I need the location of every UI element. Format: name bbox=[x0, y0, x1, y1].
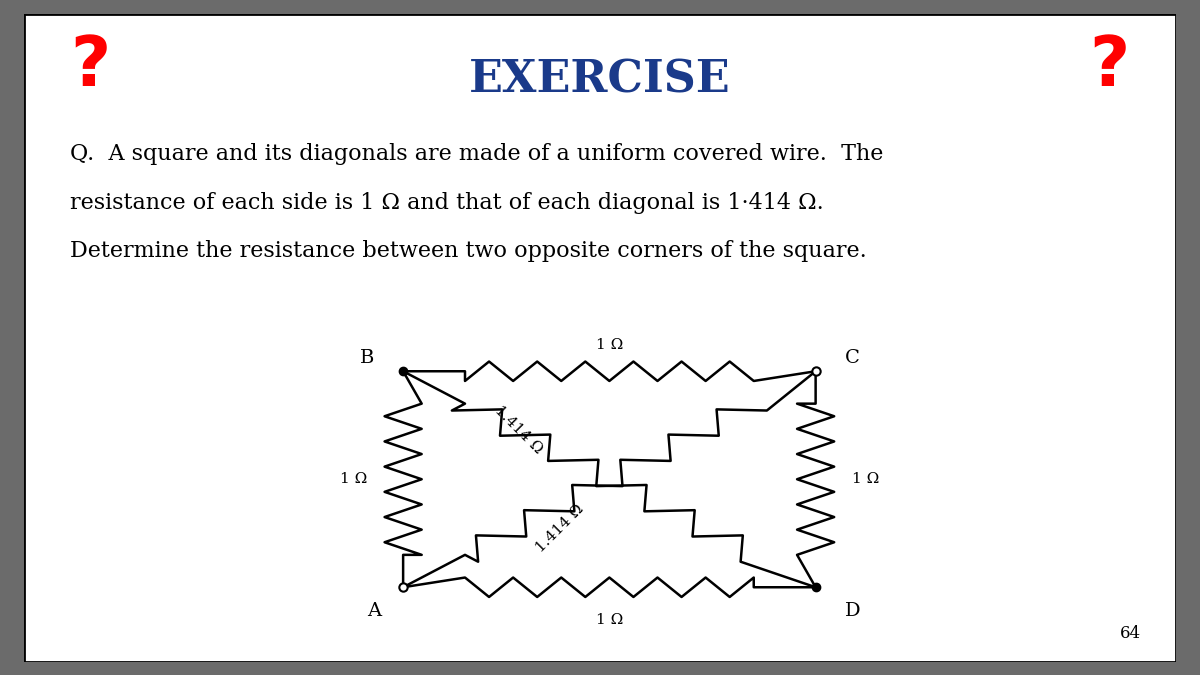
Text: Determine the resistance between two opposite corners of the square.: Determine the resistance between two opp… bbox=[70, 240, 866, 263]
Text: ?: ? bbox=[70, 33, 110, 100]
Text: 64: 64 bbox=[1121, 625, 1141, 642]
Text: Q.  A square and its diagonals are made of a uniform covered wire.  The: Q. A square and its diagonals are made o… bbox=[70, 143, 883, 165]
Text: 1.414 Ω: 1.414 Ω bbox=[492, 403, 545, 456]
Text: resistance of each side is 1 Ω and that of each diagonal is 1·414 Ω.: resistance of each side is 1 Ω and that … bbox=[70, 192, 824, 214]
Text: C: C bbox=[845, 349, 859, 367]
Text: 1.414 Ω: 1.414 Ω bbox=[533, 502, 587, 556]
Text: D: D bbox=[845, 602, 860, 620]
Text: 1 Ω: 1 Ω bbox=[595, 613, 623, 626]
Text: B: B bbox=[360, 349, 374, 367]
Text: 1 Ω: 1 Ω bbox=[595, 338, 623, 352]
Text: A: A bbox=[367, 602, 382, 620]
Text: 1 Ω: 1 Ω bbox=[340, 472, 367, 486]
Text: ?: ? bbox=[1090, 33, 1130, 100]
Text: 1 Ω: 1 Ω bbox=[852, 472, 878, 486]
Text: EXERCISE: EXERCISE bbox=[469, 59, 731, 102]
